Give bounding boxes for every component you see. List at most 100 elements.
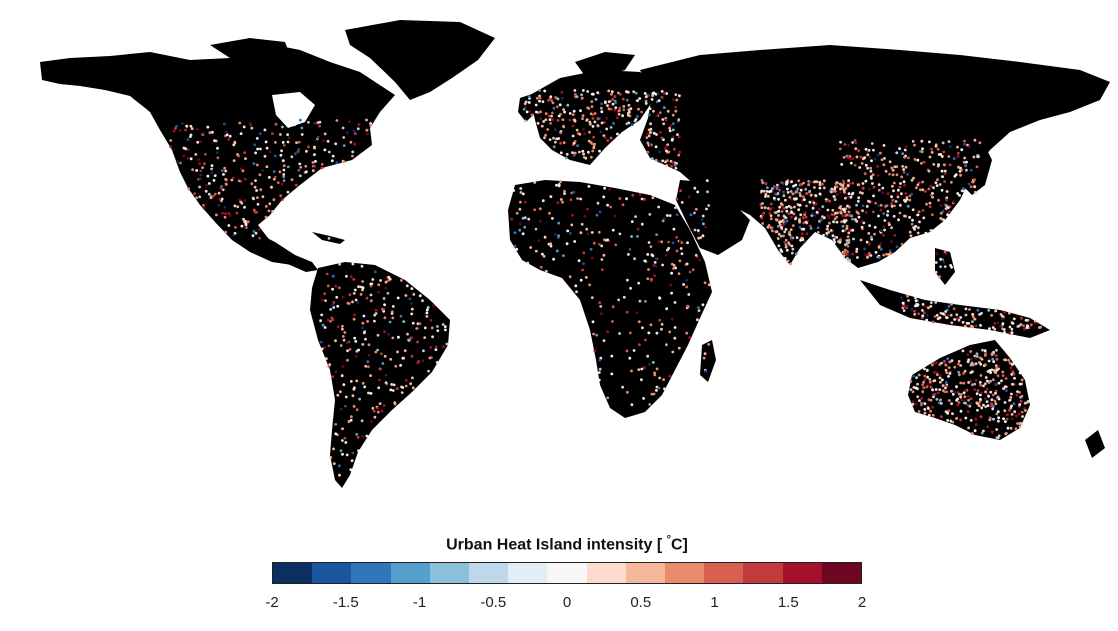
city-dot: [669, 283, 672, 287]
city-dot: [350, 415, 353, 419]
city-dot: [216, 156, 220, 160]
city-dot: [341, 427, 344, 431]
city-dot: [941, 209, 945, 213]
city-dot: [365, 434, 369, 438]
colorbar: [272, 562, 862, 584]
city-dot: [827, 216, 831, 220]
city-dot: [561, 200, 564, 204]
city-dot: [190, 127, 194, 131]
city-dot: [761, 213, 765, 217]
city-dot: [981, 348, 984, 352]
city-dot: [946, 419, 950, 422]
city-dot: [349, 275, 353, 279]
city-dot: [962, 381, 966, 385]
city-dot: [833, 198, 837, 202]
city-dot: [1017, 412, 1021, 416]
city-dot: [857, 196, 861, 200]
city-dot: [971, 313, 975, 316]
city-dot: [979, 374, 983, 377]
city-dot: [675, 98, 679, 102]
city-dot: [938, 374, 942, 377]
city-dot: [908, 194, 912, 198]
city-dot: [811, 212, 814, 216]
city-dot: [895, 245, 899, 249]
city-dot: [771, 187, 774, 191]
city-dot: [198, 185, 202, 189]
city-dot: [518, 222, 522, 226]
city-dot: [983, 382, 987, 386]
city-dot: [215, 213, 218, 217]
city-dot: [369, 392, 373, 395]
city-dot: [655, 367, 659, 371]
city-dot: [941, 175, 944, 179]
city-dot: [399, 314, 403, 318]
city-dot: [282, 164, 286, 168]
city-dot: [906, 204, 910, 208]
city-dot: [847, 179, 850, 183]
city-dot: [329, 319, 332, 323]
city-dot: [342, 144, 346, 148]
city-dot: [911, 208, 915, 212]
city-dot: [917, 312, 920, 316]
city-dot: [418, 322, 422, 326]
city-dot: [189, 157, 193, 161]
city-dot: [1001, 322, 1005, 326]
city-dot: [586, 207, 589, 211]
city-dot: [955, 385, 958, 389]
city-dot: [240, 201, 244, 205]
city-dot: [576, 197, 579, 200]
city-dot: [839, 140, 842, 144]
colorbar-tick-label: -1: [412, 594, 427, 611]
city-dot: [388, 320, 392, 324]
city-dot: [661, 219, 665, 223]
city-dot: [523, 200, 527, 204]
city-dot: [989, 390, 993, 394]
city-dot: [863, 247, 866, 251]
city-dot: [544, 118, 548, 122]
city-dot: [879, 208, 883, 212]
city-dot: [814, 202, 818, 206]
city-dot: [962, 391, 966, 395]
city-dot: [630, 403, 634, 407]
city-dot: [987, 359, 991, 363]
city-dot: [348, 348, 352, 351]
city-dot: [614, 101, 617, 105]
city-dot: [334, 284, 338, 288]
city-dot: [940, 188, 944, 192]
city-dot: [252, 229, 256, 233]
city-dot: [1003, 310, 1007, 314]
city-dot: [669, 124, 673, 128]
city-dot: [818, 186, 822, 190]
city-dot: [1012, 402, 1016, 406]
city-dot: [593, 142, 596, 146]
city-dot: [835, 220, 839, 224]
city-dot: [855, 210, 859, 214]
city-dot: [286, 133, 289, 137]
city-dot: [668, 330, 672, 334]
city-dot: [1001, 317, 1004, 320]
city-dot: [882, 253, 886, 257]
arabian-peninsula: [676, 180, 750, 255]
city-dot: [829, 190, 833, 194]
city-dot: [208, 131, 212, 135]
city-dot: [526, 261, 530, 265]
city-dot: [655, 389, 658, 392]
city-dot: [899, 182, 902, 185]
city-dot: [675, 161, 678, 165]
city-dot: [595, 213, 599, 217]
city-dot: [791, 192, 795, 196]
city-dot: [932, 393, 936, 397]
city-dot: [210, 167, 214, 171]
city-dot: [305, 149, 308, 153]
city-dot: [583, 132, 587, 136]
city-dot: [916, 158, 920, 162]
city-dot: [354, 340, 358, 343]
city-dot: [671, 128, 675, 132]
city-dot: [537, 239, 541, 243]
city-dot: [822, 179, 826, 183]
city-dot: [780, 203, 784, 207]
city-dot: [369, 374, 372, 377]
city-dot: [795, 197, 798, 201]
city-dot: [958, 194, 961, 197]
city-dot: [579, 231, 583, 235]
